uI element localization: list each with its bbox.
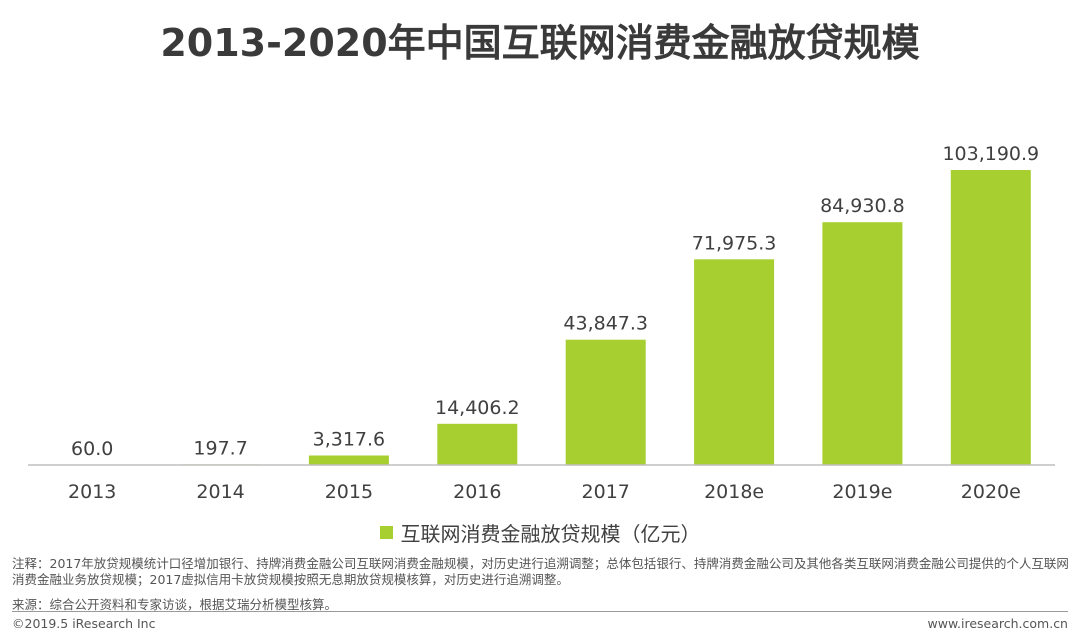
value-labels-layer: 60.0 197.7 3,317.6 14,406.2 43,847.3 71,975.3… bbox=[71, 143, 1039, 460]
footer-divider bbox=[12, 611, 1068, 612]
x-tick-label-2016: 2016 bbox=[453, 481, 501, 503]
bars-layer bbox=[52, 170, 1031, 465]
website-link[interactable]: www.iresearch.com.cn bbox=[927, 616, 1069, 631]
copyright-text: ©2019.5 iResearch Inc bbox=[12, 616, 156, 631]
x-tick-label-2020e: 2020e bbox=[961, 481, 1021, 503]
x-tick-label-2018e: 2018e bbox=[704, 481, 764, 503]
value-label-2014: 197.7 bbox=[193, 437, 247, 459]
source-note: 来源：综合公开资料和专家访谈，根据艾瑞分析模型核算。 bbox=[12, 597, 338, 612]
bar-2020e bbox=[950, 170, 1031, 465]
x-tick-labels-layer: 2013 2014 2015 2016 2017 2018e 2019e 2020e bbox=[68, 481, 1021, 503]
x-tick-label-2014: 2014 bbox=[196, 481, 244, 503]
value-label-2018e: 71,975.3 bbox=[692, 232, 777, 254]
value-label-2017: 43,847.3 bbox=[563, 313, 648, 335]
bar-chart: 60.0 197.7 3,317.6 14,406.2 43,847.3 71,975.3… bbox=[28, 143, 1055, 503]
value-label-2016: 14,406.2 bbox=[435, 397, 520, 419]
x-tick-label-2019e: 2019e bbox=[832, 481, 892, 503]
legend: 互联网消费金融放贷规模（亿元） bbox=[0, 518, 1080, 547]
value-label-2020e: 103,190.9 bbox=[942, 143, 1039, 165]
value-label-2013: 60.0 bbox=[71, 438, 113, 460]
legend-swatch bbox=[379, 526, 393, 539]
chart-title: 2013-2020年中国互联网消费金融放贷规模 bbox=[160, 21, 920, 65]
value-label-2015: 3,317.6 bbox=[313, 429, 386, 451]
bar-2015 bbox=[308, 455, 389, 465]
x-tick-label-2015: 2015 bbox=[325, 481, 373, 503]
x-tick-label-2017: 2017 bbox=[582, 481, 630, 503]
bar-2017 bbox=[565, 339, 646, 465]
bar-2019e bbox=[822, 222, 903, 465]
legend-label: 互联网消费金融放贷规模（亿元） bbox=[400, 522, 701, 546]
footnote: 注释：2017年放贷规模统计口径增加银行、持牌消费金融公司互联网消费金融规模，对… bbox=[12, 556, 1069, 587]
value-label-2019e: 84,930.8 bbox=[820, 195, 905, 217]
bar-2016 bbox=[437, 423, 518, 465]
x-tick-label-2013: 2013 bbox=[68, 481, 116, 503]
bar-2018e bbox=[694, 259, 775, 465]
